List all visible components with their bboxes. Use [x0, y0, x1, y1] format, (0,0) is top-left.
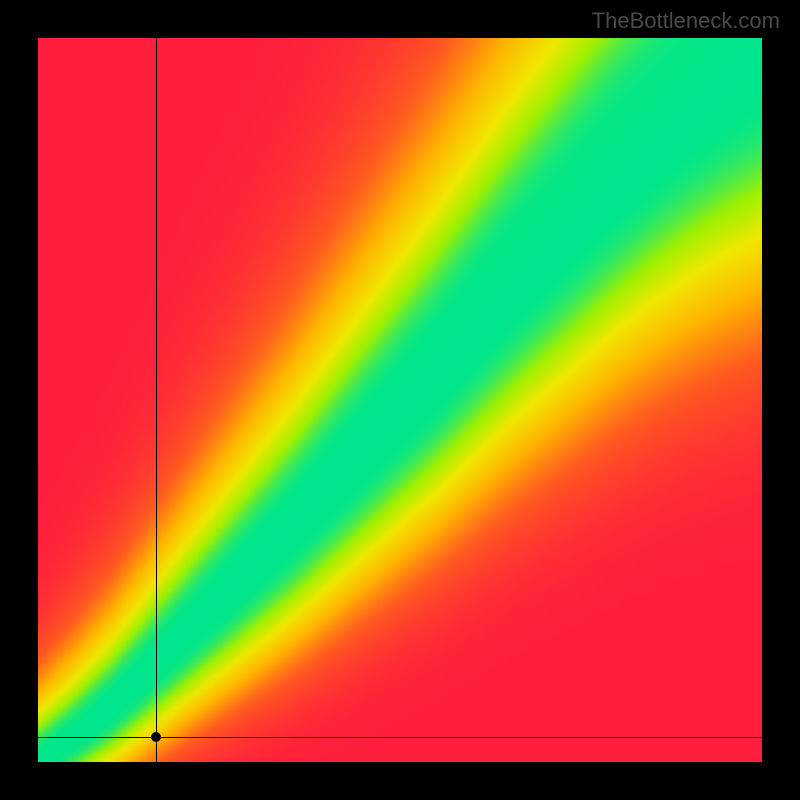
heatmap-canvas	[38, 38, 762, 762]
crosshair-dot	[151, 732, 161, 742]
crosshair-vertical-line	[156, 38, 157, 762]
plot-area	[38, 38, 762, 762]
watermark-text: TheBottleneck.com	[592, 8, 780, 34]
crosshair-horizontal-line	[38, 737, 762, 738]
